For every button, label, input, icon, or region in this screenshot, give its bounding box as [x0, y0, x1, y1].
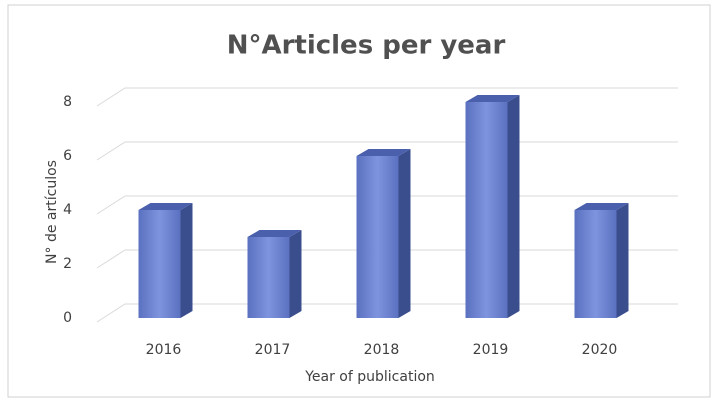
bar-face [574, 203, 629, 210]
bar [247, 230, 302, 318]
bar-face [356, 149, 411, 156]
y-tick-label: 4 [63, 202, 72, 218]
bar [356, 149, 411, 318]
x-tick-label: 2020 [582, 342, 618, 358]
bar [465, 95, 520, 318]
bar [574, 203, 629, 318]
bar-face [574, 210, 617, 318]
bar-face [465, 95, 520, 102]
y-tick-label: 8 [63, 94, 72, 110]
bar-face [138, 203, 193, 210]
grid-line [96, 87, 678, 107]
bar-face [356, 156, 399, 318]
y-tick-label: 6 [63, 148, 72, 164]
bar-face [180, 203, 193, 318]
bar-face [138, 210, 181, 318]
bar-face [465, 102, 508, 318]
bar-face [247, 237, 290, 318]
bar-face [247, 230, 302, 237]
y-tick-label: 2 [63, 256, 72, 272]
x-axis-label: Year of publication [304, 369, 435, 385]
bar [138, 203, 193, 318]
x-tick-label: 2017 [255, 342, 291, 358]
y-axis-label: N° de artículos [44, 160, 60, 264]
bar-face [289, 230, 302, 318]
x-tick-label: 2019 [473, 342, 509, 358]
bar-face [507, 95, 520, 318]
bar-face [398, 149, 411, 318]
x-tick-label: 2018 [364, 342, 400, 358]
y-tick-label: 0 [63, 310, 72, 326]
bar-face [616, 203, 629, 318]
x-tick-label: 2016 [146, 342, 182, 358]
chart-title: N°Articles per year [227, 31, 506, 61]
